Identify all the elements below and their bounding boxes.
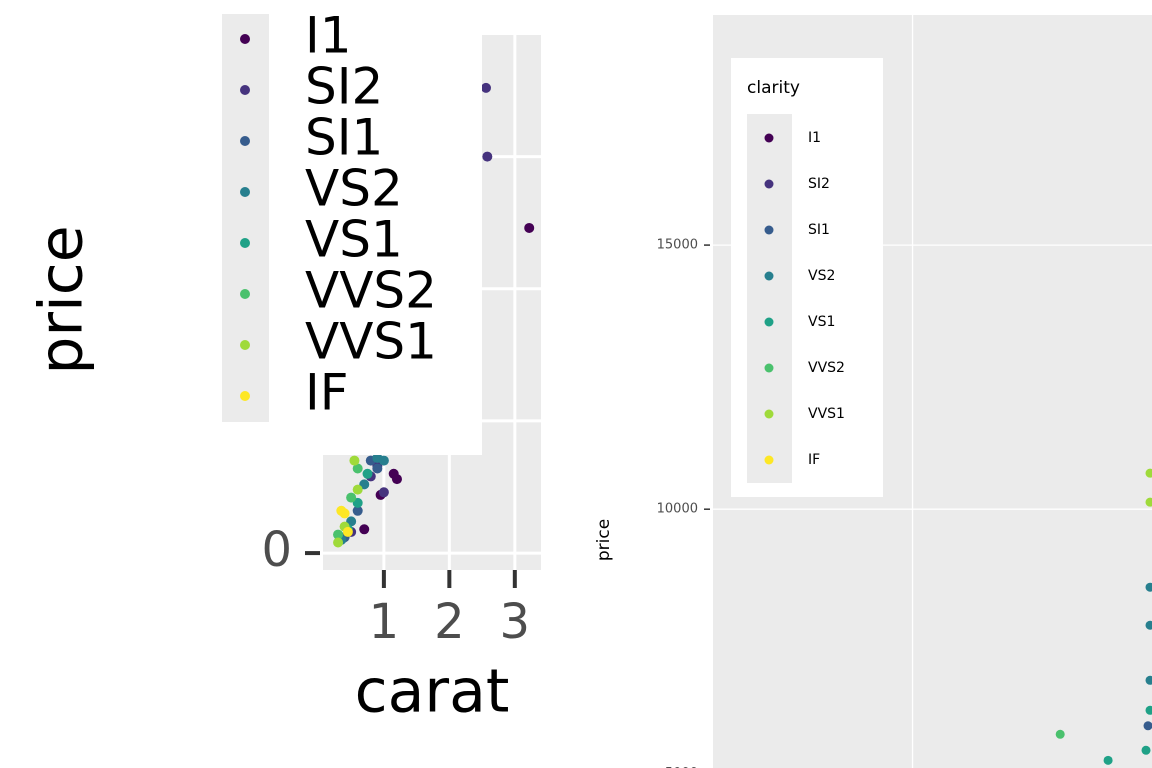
legend-label: VVS1	[808, 406, 845, 422]
data-point	[1145, 620, 1152, 630]
data-point	[336, 505, 347, 516]
legend-key	[764, 409, 774, 419]
legend-label: SI2	[305, 58, 383, 116]
legend-key	[764, 317, 774, 327]
data-point	[1145, 497, 1152, 507]
legend-key-background	[222, 14, 269, 422]
legend-key	[764, 455, 774, 465]
data-point	[349, 455, 360, 466]
data-point	[346, 492, 357, 503]
legend-label: SI1	[808, 222, 830, 238]
x-axis-title: carat	[355, 657, 510, 727]
legend-label: I1	[305, 7, 352, 65]
legend-title: clarity	[747, 78, 800, 98]
data-point	[342, 526, 353, 537]
legend-key	[764, 133, 774, 143]
data-point	[524, 222, 535, 233]
legend-key	[240, 340, 250, 350]
legend-label: VS1	[305, 211, 403, 269]
data-point	[362, 468, 373, 479]
legend-label: VS1	[808, 314, 835, 330]
legend-key	[764, 271, 774, 281]
data-point	[378, 487, 389, 498]
legend-key	[240, 289, 250, 299]
legend-label: SI2	[808, 176, 830, 192]
legend-label: VS2	[305, 160, 403, 218]
legend-key-background	[747, 114, 792, 483]
data-point	[1103, 755, 1113, 765]
data-point	[1141, 745, 1151, 755]
data-point	[372, 463, 383, 474]
y-tick-label: 5000	[665, 766, 698, 768]
data-point	[1145, 675, 1152, 685]
data-point	[1143, 721, 1152, 731]
legend-key	[764, 179, 774, 189]
legend-key	[764, 225, 774, 235]
legend-key	[240, 34, 250, 44]
legend-label: I1	[808, 130, 821, 146]
legend-label: VVS2	[808, 360, 845, 376]
data-point	[482, 151, 493, 162]
data-point	[333, 537, 344, 548]
y-axis-title: price	[27, 225, 97, 374]
legend-key	[240, 136, 250, 146]
legend-label: VS2	[808, 268, 835, 284]
legend-label: VVS1	[305, 313, 437, 371]
data-point	[481, 82, 492, 93]
data-point	[1145, 468, 1152, 478]
legend-key	[240, 391, 250, 401]
data-point	[1145, 705, 1152, 715]
data-point	[1055, 729, 1065, 739]
y-tick-label: 15000	[657, 238, 698, 253]
x-tick-label: 2	[434, 594, 465, 650]
data-point	[1145, 582, 1152, 592]
legend-label: IF	[808, 452, 820, 468]
legend-key	[240, 238, 250, 248]
y-tick-label: 0	[261, 522, 292, 578]
x-tick-label: 1	[369, 594, 400, 650]
data-point	[333, 529, 344, 540]
data-point	[352, 484, 363, 495]
data-point	[378, 455, 389, 466]
data-point	[391, 474, 402, 485]
y-tick-label: 10000	[657, 502, 698, 517]
x-tick-label: 3	[500, 594, 531, 650]
data-point	[359, 524, 370, 535]
data-point	[352, 505, 363, 516]
data-point	[352, 463, 363, 474]
y-axis-title: price	[594, 519, 614, 561]
legend-label: IF	[305, 364, 349, 422]
legend-key	[240, 187, 250, 197]
legend-key	[764, 363, 774, 373]
legend-label: VVS2	[305, 262, 437, 320]
legend-label: SI1	[305, 109, 383, 167]
legend-key	[240, 85, 250, 95]
